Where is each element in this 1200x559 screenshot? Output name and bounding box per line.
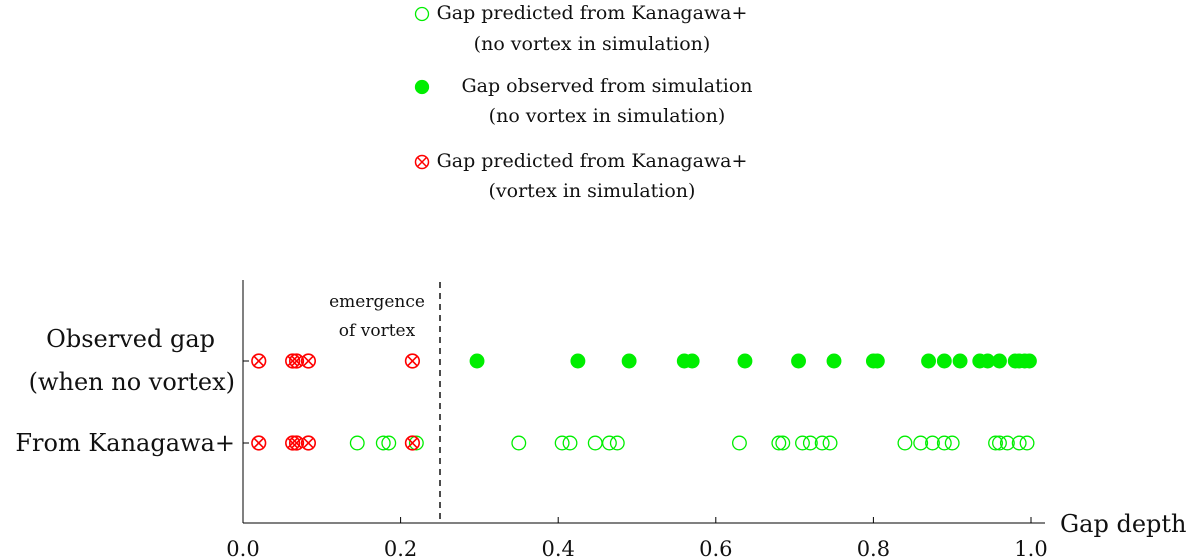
legend-label-line2: (no vortex in simulation) xyxy=(489,105,726,127)
point-observed-no-vortex xyxy=(992,353,1007,369)
point-predicted-no-vortex xyxy=(771,435,787,451)
legend-marker-crossed-red xyxy=(414,154,430,170)
point-predicted-no-vortex xyxy=(375,435,391,451)
point-observed-no-vortex xyxy=(826,353,842,369)
point-predicted-no-vortex xyxy=(999,435,1015,451)
point-predicted-no-vortex xyxy=(381,435,397,451)
x-axis-ticks: 0.0 0.2 0.4 0.6 0.8 1.0 xyxy=(226,517,1048,559)
point-predicted-vortex xyxy=(285,435,301,451)
point-predicted-no-vortex xyxy=(992,435,1007,451)
point-predicted-no-vortex xyxy=(511,435,527,451)
legend-label-line1: Gap predicted from Kanagawa+ xyxy=(437,150,748,172)
point-observed-no-vortex xyxy=(791,353,806,369)
point-predicted-no-vortex xyxy=(925,435,940,451)
legend-item-open-green: Gap predicted from Kanagawa+ (no vortex … xyxy=(414,2,748,55)
x-axis-label: Gap depth xyxy=(1060,510,1187,538)
point-predicted-no-vortex xyxy=(601,435,617,451)
point-predicted-no-vortex xyxy=(944,435,960,451)
point-predicted-no-vortex xyxy=(1011,435,1027,451)
x-tick-label: 0.2 xyxy=(384,537,417,559)
row-label-observed-line2: (when no vortex) xyxy=(29,368,235,396)
x-tick-label: 0.6 xyxy=(699,537,732,559)
x-tick-label: 0.0 xyxy=(226,537,259,559)
point-predicted-no-vortex xyxy=(587,435,603,451)
point-predicted-vortex xyxy=(251,353,267,369)
legend-marker-filled-green xyxy=(414,79,430,95)
point-observed-no-vortex xyxy=(684,353,700,369)
point-predicted-vortex xyxy=(404,353,421,369)
row-label-observed-line1: Observed gap xyxy=(46,325,215,353)
point-predicted-vortex xyxy=(300,435,317,451)
point-predicted-vortex xyxy=(404,435,421,451)
point-predicted-no-vortex xyxy=(988,435,1003,451)
point-predicted-vortex xyxy=(285,353,301,369)
legend-label-line1: Gap observed from simulation xyxy=(461,75,752,97)
point-observed-no-vortex xyxy=(469,353,485,369)
threshold-label-line1: emergence xyxy=(329,292,425,312)
point-predicted-no-vortex xyxy=(795,435,810,451)
threshold-label-line2: of vortex xyxy=(339,321,416,341)
legend: Gap predicted from Kanagawa+ (no vortex … xyxy=(414,2,753,202)
legend-label-line2: (vortex in simulation) xyxy=(489,180,696,202)
point-predicted-vortex xyxy=(300,353,317,369)
point-predicted-no-vortex xyxy=(1019,435,1035,451)
legend-marker-open-green xyxy=(414,6,430,22)
point-predicted-no-vortex xyxy=(609,435,625,451)
point-observed-no-vortex xyxy=(737,353,753,369)
point-predicted-no-vortex xyxy=(913,435,929,451)
data-points xyxy=(251,353,1037,451)
point-predicted-vortex xyxy=(288,435,305,451)
point-predicted-no-vortex xyxy=(408,435,424,451)
row-label-kanagawa: From Kanagawa+ xyxy=(15,429,235,457)
point-observed-no-vortex xyxy=(1021,353,1037,369)
point-predicted-no-vortex xyxy=(802,435,818,451)
point-predicted-no-vortex xyxy=(554,435,570,451)
point-observed-no-vortex xyxy=(952,353,968,369)
point-predicted-no-vortex xyxy=(936,435,952,451)
point-predicted-no-vortex xyxy=(822,435,838,451)
point-observed-no-vortex xyxy=(936,353,952,369)
point-predicted-no-vortex xyxy=(349,435,365,451)
point-predicted-no-vortex xyxy=(562,435,578,451)
point-predicted-vortex xyxy=(251,435,267,451)
x-tick-label: 0.4 xyxy=(541,537,574,559)
point-predicted-no-vortex xyxy=(731,435,747,451)
x-tick-label: 0.8 xyxy=(857,537,890,559)
point-predicted-no-vortex xyxy=(775,435,791,451)
point-predicted-no-vortex xyxy=(814,435,830,451)
legend-item-filled-green: Gap observed from simulation (no vortex … xyxy=(414,75,753,127)
point-predicted-no-vortex xyxy=(897,435,913,451)
point-predicted-vortex xyxy=(288,353,305,369)
legend-label-line2: (no vortex in simulation) xyxy=(474,33,711,55)
point-observed-no-vortex xyxy=(621,353,637,369)
point-observed-no-vortex xyxy=(921,353,937,369)
point-observed-no-vortex xyxy=(570,353,586,369)
legend-item-crossed-red: Gap predicted from Kanagawa+ (vortex in … xyxy=(414,150,748,202)
point-observed-no-vortex xyxy=(869,353,885,369)
x-tick-label: 1.0 xyxy=(1014,537,1047,559)
legend-label-line1: Gap predicted from Kanagawa+ xyxy=(437,2,748,24)
